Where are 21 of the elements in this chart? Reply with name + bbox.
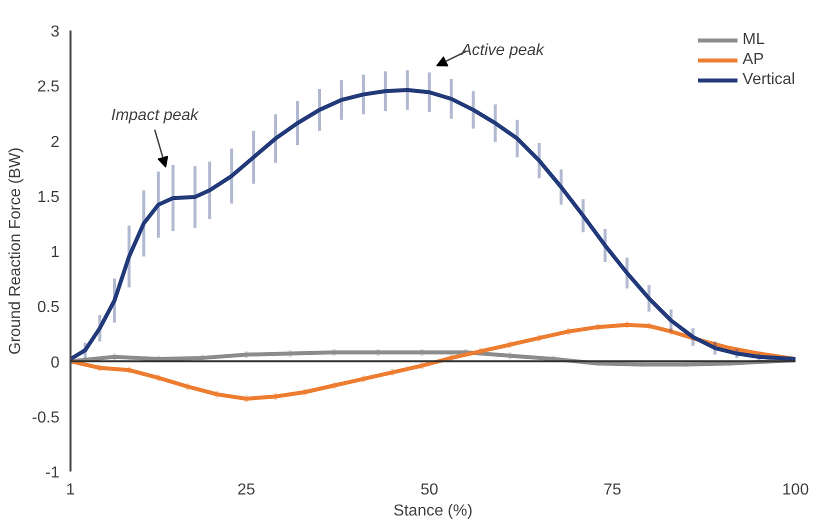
x-axis-title: Stance (%) [393,502,473,520]
y-tick-label: 2.5 [37,78,60,96]
y-axis-title: Ground Reaction Force (BW) [6,147,24,355]
x-tick-label: 1 [66,482,76,498]
annotation: Impact peak [111,107,200,124]
x-tick-label: 50 [420,482,438,498]
annotation: Active peak [460,42,545,60]
x-tick-label: 75 [604,482,622,498]
y-tick-label: 1.5 [37,188,60,206]
y-tick-label: 0 [50,354,60,372]
x-tick-label: 100 [782,482,809,498]
y-tick-label: -1 [45,464,60,482]
legend-label: ML [742,31,765,49]
y-tick-label: -0.5 [32,409,60,426]
x-tick-label: 25 [237,482,256,498]
legend-label: AP [742,51,764,69]
y-tick-label: 0.5 [37,299,60,316]
y-tick-label: 1 [50,244,60,261]
legend-label: Vertical [742,71,795,89]
y-tick-label: 3 [50,24,60,40]
y-tick-label: 2 [50,134,60,151]
